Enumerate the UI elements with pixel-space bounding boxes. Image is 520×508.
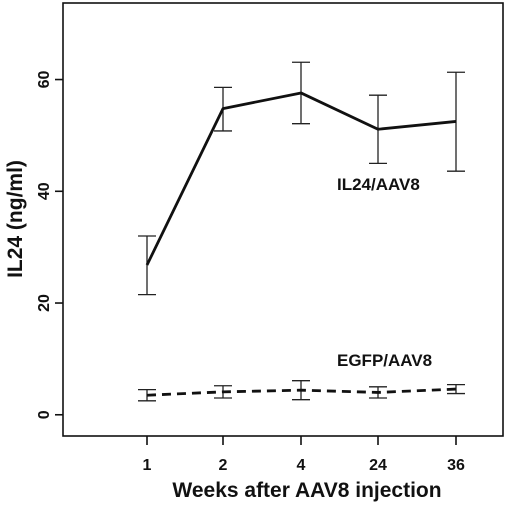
series-layer	[138, 61, 465, 402]
series-line	[146, 387, 457, 397]
x-tick-label: 24	[369, 457, 387, 474]
y-tick-label: 40	[36, 182, 53, 200]
y-tick-label: 0	[36, 410, 53, 419]
y-axis: 0 20 40 60	[36, 71, 63, 419]
x-tick-label: 36	[447, 457, 465, 474]
plot-frame	[62, 2, 504, 437]
x-axis-title: Weeks after AAV8 injection	[172, 479, 441, 502]
series-line	[145, 91, 457, 266]
y-tick-label: 20	[36, 294, 53, 312]
x-tick-label: 2	[219, 457, 228, 474]
y-axis-title: IL24 (ng/ml)	[4, 160, 27, 278]
series-label-egfp: EGFP/AAV8	[337, 351, 432, 370]
series-0	[138, 61, 465, 296]
x-tick-label: 1	[143, 457, 152, 474]
x-tick-label: 4	[297, 457, 306, 474]
y-tick-label: 60	[36, 71, 53, 89]
series-label-il24: IL24/AAV8	[337, 175, 420, 194]
series-1	[138, 380, 465, 402]
x-axis: 1 2 4 24 36	[143, 436, 465, 474]
